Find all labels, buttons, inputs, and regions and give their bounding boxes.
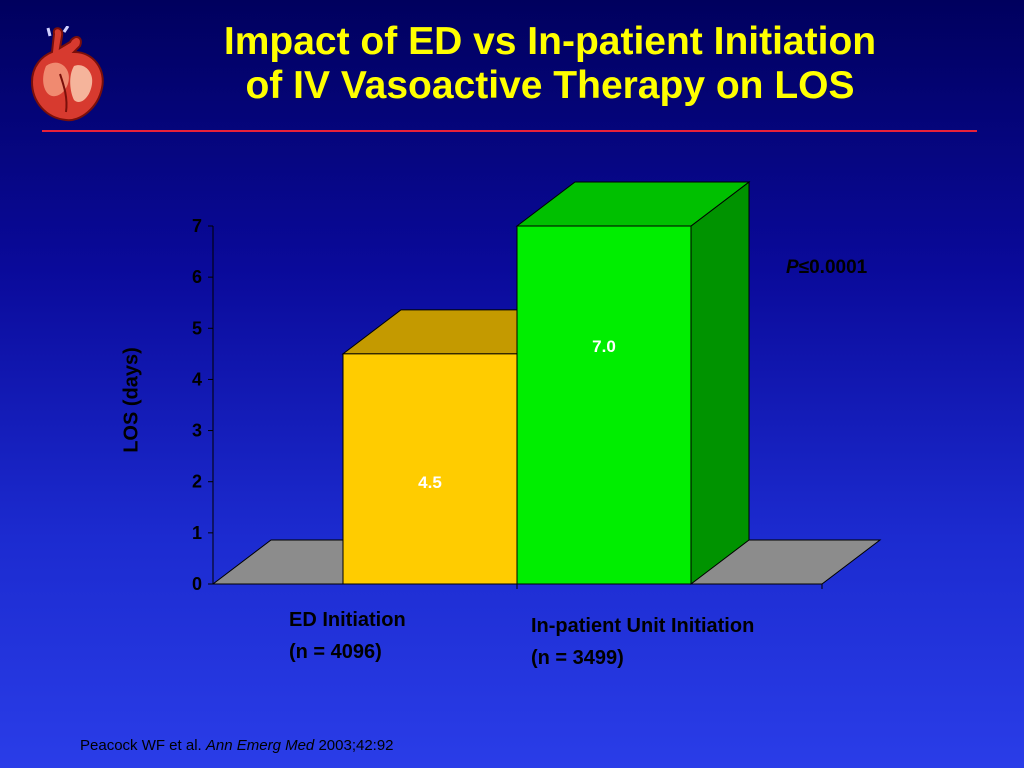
y-tick-label: 1 bbox=[192, 523, 202, 543]
y-tick-label: 7 bbox=[192, 216, 202, 236]
p-value-annotation: P≤0.0001 bbox=[786, 257, 867, 279]
slide-title: Impact of ED vs In-patient Initiation of… bbox=[120, 20, 980, 108]
heart-icon bbox=[30, 26, 104, 122]
category-label-ed-line2: (n = 4096) bbox=[289, 641, 382, 663]
citation-journal: Ann Emerg Med bbox=[205, 737, 315, 754]
y-tick-label: 2 bbox=[192, 472, 202, 492]
category-label-ed: ED Initiation (n = 4096) bbox=[289, 604, 406, 668]
category-label-inpatient-line1: In-patient Unit Initiation bbox=[531, 615, 755, 637]
y-axis-title: LOS (days) bbox=[120, 347, 143, 453]
data-label: 4.5 bbox=[418, 473, 442, 492]
citation-authors: Peacock WF et al. bbox=[80, 737, 202, 754]
p-value-symbol: P bbox=[786, 257, 799, 278]
p-value-text: ≤0.0001 bbox=[798, 257, 868, 278]
citation-year: 2003;42:92 bbox=[318, 737, 394, 754]
data-label: 7.0 bbox=[592, 337, 616, 356]
y-tick-label: 4 bbox=[192, 369, 202, 389]
title-line-1: Impact of ED vs In-patient Initiation bbox=[223, 20, 877, 63]
category-label-inpatient-line2: (n = 3499) bbox=[531, 647, 624, 669]
category-label-inpatient: In-patient Unit Initiation (n = 3499) bbox=[531, 610, 754, 674]
bar bbox=[516, 225, 692, 585]
title-line-2: of IV Vasoactive Therapy on LOS bbox=[245, 64, 855, 107]
y-tick-label: 6 bbox=[192, 267, 202, 287]
bar bbox=[342, 353, 518, 585]
category-label-ed-line1: ED Initiation bbox=[289, 609, 406, 631]
y-tick-label: 3 bbox=[192, 421, 202, 441]
y-tick-label: 0 bbox=[192, 574, 202, 594]
title-divider bbox=[42, 130, 977, 132]
citation: Peacock WF et al. Ann Emerg Med 2003;42:… bbox=[80, 737, 394, 754]
bar-side bbox=[690, 180, 750, 586]
y-tick-label: 5 bbox=[192, 318, 202, 338]
